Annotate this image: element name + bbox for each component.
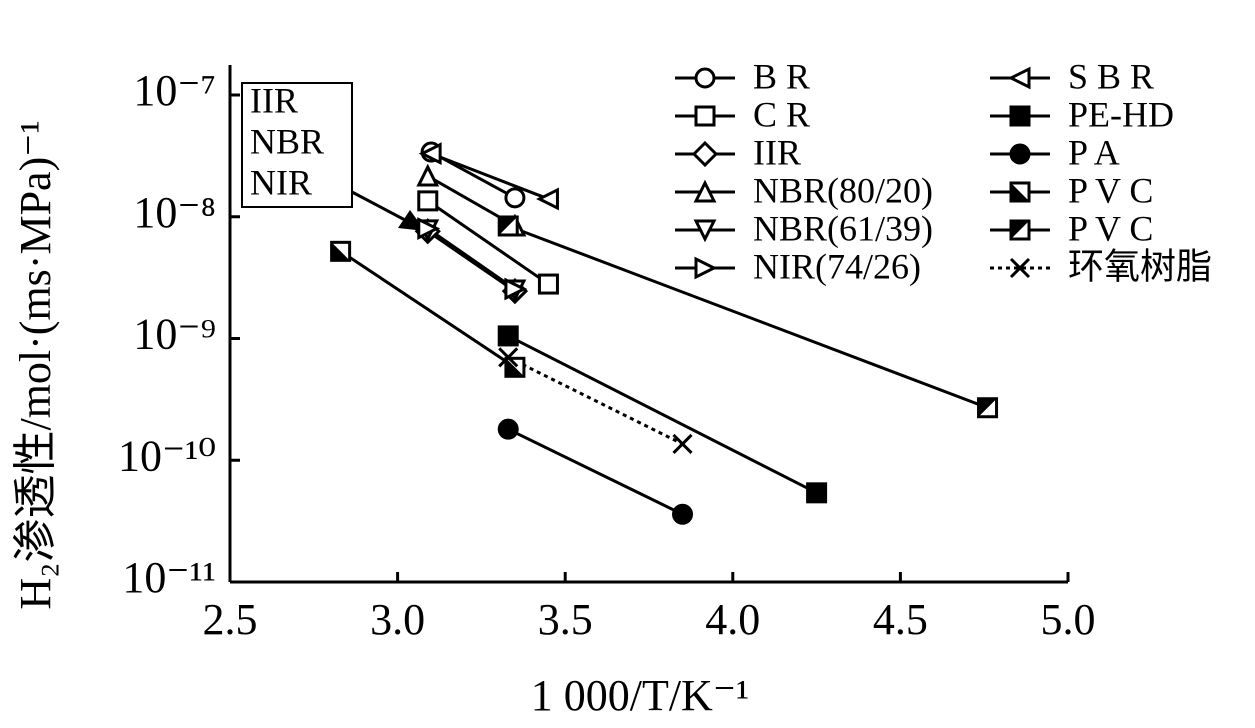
- marker: [504, 356, 526, 378]
- legend-marker: [1009, 181, 1031, 203]
- annotation-box: [241, 82, 353, 208]
- marker: [672, 433, 693, 455]
- x-tick-label: 3.5: [538, 595, 593, 644]
- marker-half: [499, 216, 518, 235]
- y-axis-label: H₂渗透性/mol·(ms·MPa)⁻¹: [11, 120, 60, 609]
- y-tick-label: 10⁻¹¹: [122, 553, 216, 602]
- marker: [536, 187, 559, 211]
- legend-label: C R: [753, 94, 810, 134]
- legend-marker: [693, 219, 717, 243]
- legend-marker: [1007, 66, 1031, 90]
- marker-half: [1011, 183, 1029, 201]
- x-tick-label: 4.0: [705, 595, 760, 644]
- marker: [977, 397, 999, 419]
- marker: [806, 482, 828, 504]
- marker-cross: [1009, 257, 1031, 279]
- marker: [672, 503, 694, 525]
- marker: [416, 163, 440, 187]
- legend-label: IIR: [753, 132, 801, 172]
- series-line: [430, 152, 549, 201]
- legend-marker: [1009, 219, 1031, 241]
- legend-marker: [1009, 257, 1031, 279]
- marker: [537, 273, 559, 295]
- series-line: [426, 227, 516, 291]
- series-line: [426, 199, 550, 286]
- marker-cross: [672, 433, 693, 455]
- y-tick-label: 10⁻⁸: [133, 188, 216, 237]
- legend-label: P A: [1068, 132, 1120, 172]
- legend-marker: [694, 67, 716, 89]
- legend-label: S B R: [1068, 56, 1154, 96]
- marker-half: [505, 358, 524, 377]
- legend-label: P V C: [1068, 208, 1153, 248]
- legend-label: NIR(74/26): [753, 246, 921, 286]
- marker-half: [978, 398, 997, 417]
- annotation-text: NBR: [250, 121, 324, 161]
- marker: [330, 240, 352, 262]
- legend-label: NBR(80/20): [753, 170, 933, 210]
- marker: [417, 190, 439, 212]
- legend-label: 环氧树脂: [1068, 246, 1212, 286]
- marker: [497, 325, 519, 347]
- marker: [504, 187, 526, 209]
- legend-label: P V C: [1068, 170, 1153, 210]
- marker-cross: [498, 347, 519, 368]
- series-line: [507, 334, 818, 495]
- annotation-arrow: [351, 190, 406, 222]
- series-line: [507, 356, 684, 446]
- marker: [417, 217, 441, 240]
- marker: [504, 277, 528, 301]
- legend-marker: [694, 256, 718, 280]
- legend-label: PE-HD: [1068, 94, 1174, 134]
- y-tick-label: 10⁻⁷: [133, 66, 216, 115]
- legend-marker: [1009, 105, 1031, 127]
- annotation-text: IIR: [250, 80, 298, 120]
- marker: [418, 142, 442, 166]
- annotation-text: NIR: [250, 162, 312, 202]
- x-tick-label: 5.0: [1041, 595, 1096, 644]
- series-line: [507, 427, 684, 516]
- legend-marker: [691, 140, 719, 168]
- marker-half: [1011, 221, 1029, 239]
- legend-marker: [1009, 143, 1031, 165]
- x-tick-label: 3.0: [370, 595, 425, 644]
- series-line: [507, 224, 989, 410]
- marker: [497, 215, 519, 237]
- legend-marker: [693, 179, 717, 203]
- x-axis-label: 1 000/T/K⁻¹: [531, 671, 750, 720]
- x-tick-label: 4.5: [873, 595, 928, 644]
- y-tick-label: 10⁻¹⁰: [118, 431, 216, 480]
- legend-label: B R: [753, 56, 810, 96]
- y-tick-label: 10⁻⁹: [133, 310, 216, 359]
- marker-half: [331, 242, 350, 261]
- marker: [498, 347, 519, 368]
- marker: [497, 418, 519, 440]
- legend-label: NBR(61/39): [753, 208, 933, 248]
- x-tick-label: 2.5: [203, 595, 258, 644]
- series-line: [339, 250, 516, 369]
- legend-marker: [694, 105, 716, 127]
